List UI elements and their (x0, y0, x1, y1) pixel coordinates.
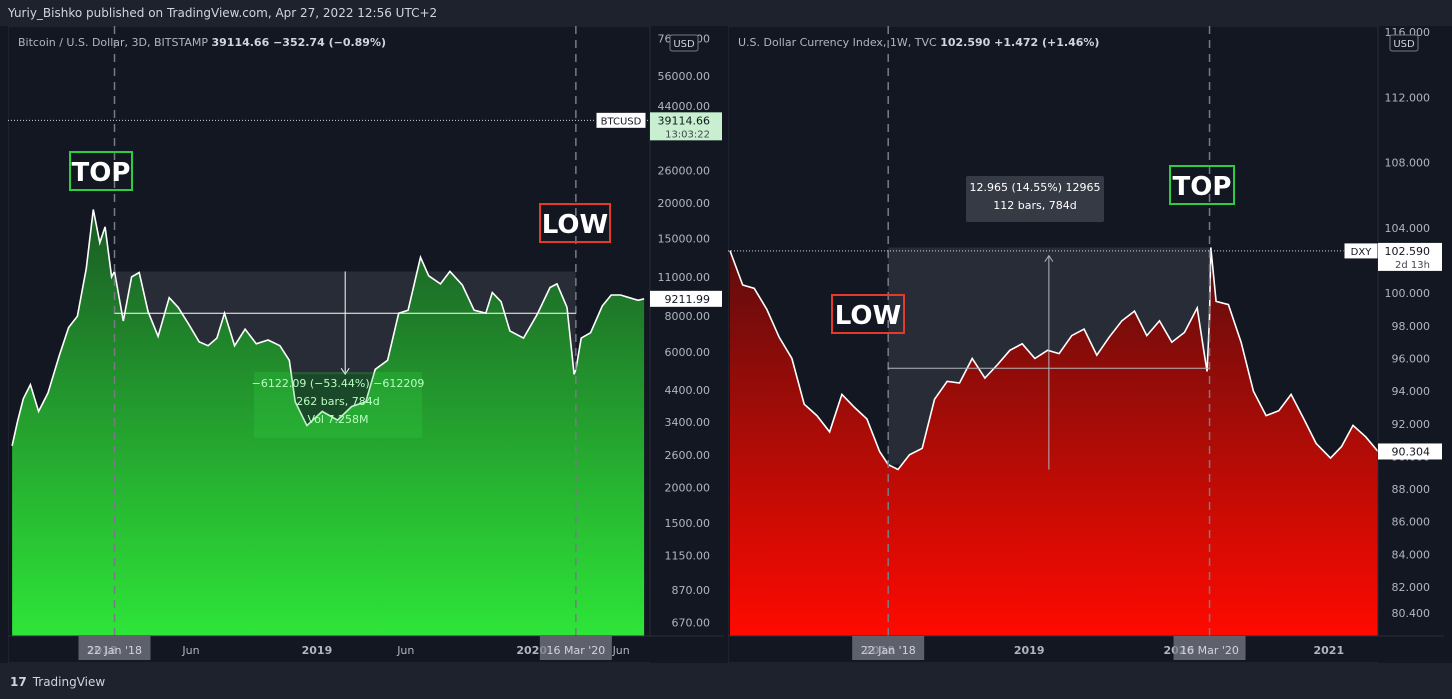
top-annotation-label: TOP (1173, 172, 1232, 202)
price-axis-tick: 84.000 (1392, 548, 1431, 561)
price-axis-background (1378, 26, 1444, 663)
last-price-value: 39114.66 (658, 114, 711, 127)
time-axis-tick: 2021 (1314, 644, 1345, 657)
measure-label-line: Vol 7.258M (308, 413, 369, 426)
countdown-value: 13:03:22 (665, 129, 710, 140)
time-axis-tick: 2019 (302, 644, 333, 657)
price-axis-tick: 98.000 (1392, 320, 1431, 333)
ticker-tag-label: BTCUSD (601, 116, 642, 127)
price-axis-tick: 92.000 (1392, 418, 1431, 431)
footer-bar: 17 TradingView (0, 663, 1452, 699)
ticker-tag (595, 111, 647, 129)
price-axis-tick: 11000.00 (658, 271, 711, 284)
price-axis-tick: 26000.00 (658, 165, 711, 178)
price-axis-tick: 104.000 (1385, 222, 1431, 235)
price-axis-tick: 56000.00 (658, 70, 711, 83)
legend-last-price: 102.590 (940, 36, 994, 49)
measure-label-line: 262 bars, 784d (296, 395, 379, 408)
price-axis-tick: 8000.00 (665, 310, 711, 323)
measure-label-line: 12.965 (14.55%) 12965 (969, 181, 1100, 194)
chart-legend: U.S. Dollar Currency Index, 1W, TVC 102.… (738, 36, 1099, 49)
price-axis-tick: 2600.00 (665, 449, 711, 462)
price-axis-tick: 2000.00 (665, 481, 711, 494)
price-line (729, 247, 1379, 471)
price-axis-tick: 108.000 (1385, 157, 1431, 170)
btc-chart-panel[interactable]: −6122.09 (−53.44%) −612209 262 bars, 784d… (8, 26, 724, 663)
top-annotation-box (1169, 165, 1235, 205)
top-annotation-box (69, 151, 133, 191)
low-annotation-label: LOW (835, 301, 901, 331)
time-axis-highlight (852, 636, 925, 660)
time-axis-tick: Jun (396, 644, 414, 657)
time-axis-highlight-label: 22 Jan '18 (87, 644, 142, 657)
price-axis-tick: 94.000 (1392, 385, 1431, 398)
price-axis-tick: 15000.00 (658, 233, 711, 246)
last-price-value: 102.590 (1385, 245, 1431, 258)
price-axis-tick: 20000.00 (658, 197, 711, 210)
price-axis-tick: 82.000 (1392, 581, 1431, 594)
price-axis-tick: 100.000 (1385, 287, 1431, 300)
current-value-tag (1378, 443, 1442, 460)
time-axis-tick: 2019 (1014, 644, 1045, 657)
price-line (11, 209, 645, 446)
low-annotation-label: LOW (542, 210, 608, 240)
published-bar: Yuriy_Bishko published on TradingView.co… (0, 0, 1452, 26)
legend-change: +1.472 (+1.46%) (994, 36, 1099, 49)
legend-change: −352.74 (−0.89%) (273, 36, 386, 49)
top-annotation-label: TOP (72, 158, 131, 188)
time-axis-highlight-label: 22 Jan '18 (861, 644, 916, 657)
time-axis-highlight (78, 636, 151, 660)
price-axis-tick: 80.400 (1392, 607, 1431, 620)
currency-badge (669, 34, 699, 52)
currency-badge (1389, 34, 1419, 52)
tradingview-brand: TradingView (32, 675, 106, 689)
measure-label-box (966, 176, 1104, 222)
currency-label: USD (1393, 39, 1415, 50)
measure-label-line: 112 bars, 784d (993, 199, 1076, 212)
price-axis-tick: 870.00 (672, 584, 711, 597)
current-value: 90.304 (1392, 445, 1431, 458)
time-axis-highlight-label: 16 Mar '20 (546, 644, 605, 657)
last-price-tag (650, 112, 722, 141)
countdown-value: 2d 13h (1395, 260, 1430, 271)
low-annotation-box (539, 203, 611, 243)
low-annotation-box (831, 294, 905, 334)
current-value-tag (650, 290, 722, 307)
tradingview-logo-icon: 17 (10, 675, 27, 689)
tradingview-logo[interactable]: 17 TradingView (10, 675, 105, 689)
currency-label: USD (673, 39, 695, 50)
time-axis-highlight (1173, 636, 1246, 660)
price-axis-tick: 96.000 (1392, 352, 1431, 365)
time-axis-highlight-label: 16 Mar '20 (1180, 644, 1239, 657)
price-area-fill (12, 209, 645, 636)
time-axis-tick: 2020 (516, 644, 547, 657)
price-axis-tick: 6000.00 (665, 346, 711, 359)
measure-label-line: −6122.09 (−53.44%) −612209 (252, 377, 425, 390)
time-axis-tick: Jun (181, 644, 199, 657)
chart-title: Bitcoin / U.S. Dollar, 3D, BITSTAMP (18, 36, 211, 49)
legend-last-price: 39114.66 (211, 36, 273, 49)
ticker-tag-label: DXY (1351, 247, 1373, 258)
price-axis-tick: 670.00 (672, 616, 711, 629)
price-axis-tick: 1500.00 (665, 517, 711, 530)
time-axis-tick: Jun (612, 644, 630, 657)
published-text: Yuriy_Bishko published on TradingView.co… (8, 6, 438, 20)
price-axis-tick: 1150.00 (665, 550, 711, 563)
chart-legend: Bitcoin / U.S. Dollar, 3D, BITSTAMP 3911… (18, 36, 386, 49)
measure-label-box (254, 372, 422, 438)
price-axis-tick: 3400.00 (665, 416, 711, 429)
price-area-fill (730, 247, 1378, 636)
current-value: 9211.99 (665, 293, 711, 306)
measure-arrow-head (1044, 254, 1054, 262)
last-price-tag (1378, 242, 1442, 271)
price-axis-tick: 86.000 (1392, 516, 1431, 529)
chart-title: U.S. Dollar Currency Index, 1W, TVC (738, 36, 940, 49)
measure-arrow-head (340, 367, 350, 376)
price-axis-tick: 88.000 (1392, 483, 1431, 496)
price-axis-tick: 4400.00 (665, 384, 711, 397)
price-axis-tick: 44000.00 (658, 100, 711, 113)
price-axis-tick: 112.000 (1385, 91, 1431, 104)
time-axis-highlight (539, 636, 612, 660)
